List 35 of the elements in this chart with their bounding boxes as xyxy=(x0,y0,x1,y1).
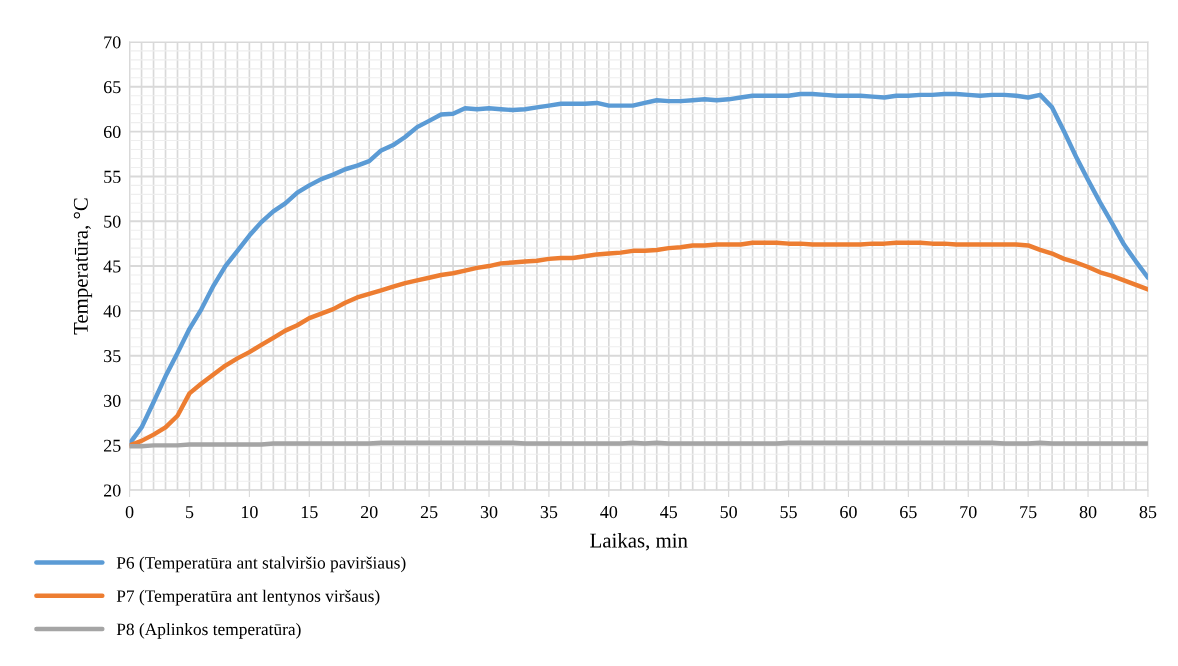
y-tick-label: 25 xyxy=(103,439,121,452)
x-tick-label: 55 xyxy=(780,506,797,519)
y-tick-label: 65 xyxy=(103,81,121,94)
x-tick-label: 10 xyxy=(241,505,258,519)
x-axis-title: Laikas, min xyxy=(590,532,688,551)
legend-label: P8 (Aplinkos temperatūra) xyxy=(116,622,301,639)
y-tick-label: 70 xyxy=(104,36,121,49)
x-tick-label: 35 xyxy=(540,506,558,519)
x-tick-label: 30 xyxy=(480,505,498,519)
y-tick-label: 45 xyxy=(103,260,121,273)
y-tick-label: 20 xyxy=(103,484,121,497)
x-tick-label: 80 xyxy=(1079,505,1097,519)
x-tick-label: 50 xyxy=(720,505,737,519)
x-tick-label: 5 xyxy=(186,506,194,519)
legend-label: P6 (Temperatūra ant stalviršio paviršiaus) xyxy=(116,556,406,573)
x-tick-label: 40 xyxy=(600,505,618,519)
x-tick-label: 70 xyxy=(960,505,977,519)
y-tick-label: 35 xyxy=(104,350,121,363)
x-tick-label: 25 xyxy=(420,506,438,519)
x-tick-label: 45 xyxy=(660,506,678,519)
y-tick-label: 50 xyxy=(104,215,121,228)
x-tick-label: 0 xyxy=(125,505,134,519)
y-tick-label: 55 xyxy=(104,170,121,183)
x-tick-label: 75 xyxy=(1020,506,1037,519)
y-tick-label: 40 xyxy=(103,305,121,318)
x-tick-label: 15 xyxy=(301,506,318,519)
legend-label: P7 (Temperatūra ant lentynos viršaus) xyxy=(116,589,380,606)
line-series xyxy=(129,91,1148,446)
x-tick-label: 65 xyxy=(900,506,917,519)
y-axis-title: Temperatūra, °C xyxy=(73,198,93,335)
x-tick-label: 60 xyxy=(840,505,857,519)
x-tick-label: 20 xyxy=(360,505,378,519)
y-tick-label: 30 xyxy=(104,394,121,407)
y-tick-label: 60 xyxy=(103,125,121,139)
x-tick-label: 85 xyxy=(1139,505,1157,519)
